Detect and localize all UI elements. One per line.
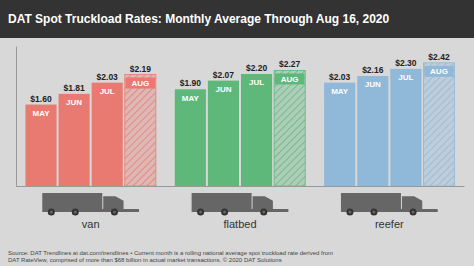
x-tick: reefer (375, 186, 404, 230)
series-name: AUG (430, 67, 448, 76)
title: DAT Spot Truckload Rates: Monthly Averag… (8, 12, 389, 26)
month-label-bg (242, 77, 272, 88)
value-label: $1.81 (63, 83, 85, 93)
value-label: $2.03 (329, 72, 351, 82)
truck-hub (412, 211, 415, 214)
annotation-line: Source: DAT Trendlines at dat.com/trendl… (8, 250, 333, 256)
value-label: $2.16 (362, 65, 384, 75)
truck-hub (372, 211, 375, 214)
truck-wheel (370, 209, 377, 216)
truck-wheel (260, 209, 267, 216)
bar (274, 70, 305, 186)
truck (192, 193, 289, 216)
annotation-line: DAT RateView, comprised of more than $68… (8, 257, 282, 263)
value-label: $2.27 (279, 59, 301, 69)
background (0, 0, 474, 266)
truck-wheel (410, 209, 417, 216)
truck-chassis (192, 209, 289, 212)
truck-hub (348, 211, 351, 214)
series-name: JUL (398, 73, 413, 82)
truck-wheel (48, 209, 55, 216)
series-name: JUL (249, 78, 264, 87)
truck-wheel (111, 209, 118, 216)
truck-trailer (192, 193, 252, 209)
truck-wheel (197, 209, 204, 216)
value-label: $2.03 (97, 72, 119, 82)
labels: $1.60 $1.90 $2.03 $1.81 $2.07 $2.16 $2.03 $2.20… (26, 52, 454, 119)
bar (324, 83, 355, 186)
truck-wheel (72, 209, 79, 216)
truck (341, 193, 438, 216)
series-name: JUL (100, 87, 115, 96)
chart-container: DAT Spot Truckload Rates: Monthly Averag… (0, 0, 474, 266)
bar (175, 89, 206, 186)
title-bar (0, 0, 474, 38)
series-name: AUG (131, 79, 149, 88)
truck-chassis (341, 209, 438, 212)
x-tick-label: flatbed (223, 218, 256, 230)
x-tick: van (82, 186, 100, 230)
bar (423, 63, 454, 186)
chart: DAT Spot Truckload Rates: Monthly Averag… (0, 0, 474, 266)
x-axis-line (17, 186, 465, 187)
value-label: $2.42 (428, 52, 450, 62)
y-axis-line (16, 47, 17, 187)
truck-trailer (341, 193, 401, 209)
value-label: $1.60 (30, 94, 52, 104)
truck-hub (74, 211, 77, 214)
series-name: MAY (32, 109, 50, 118)
month-label-bg (358, 79, 388, 90)
truck-wheel (221, 209, 228, 216)
value-label: $2.07 (213, 70, 235, 80)
truck-hub (199, 211, 202, 214)
month-label-bg (325, 86, 355, 97)
bar (92, 83, 123, 186)
series-name: JUN (215, 85, 231, 94)
series-name: MAY (331, 87, 349, 96)
truck (42, 193, 139, 216)
month-label-bg (176, 92, 206, 103)
bars (25, 63, 454, 186)
truck-wheel (346, 209, 353, 216)
month-label-bg (126, 78, 156, 89)
series-name: JUN (365, 80, 381, 89)
month-label-bg (92, 86, 122, 97)
series-name: JUN (66, 98, 82, 107)
month-label-bg (424, 66, 454, 77)
truck-cab (103, 196, 123, 209)
truck-trailer (42, 193, 102, 209)
value-label: $2.30 (395, 58, 417, 68)
annotation: Source: DAT Trendlines at dat.com/trendl… (8, 250, 333, 263)
truck-hub (262, 211, 265, 214)
x-axis: van flatbed reefer (17, 186, 465, 230)
x-tick: flatbed (223, 186, 256, 230)
series-name: MAY (182, 94, 200, 103)
trucks (42, 193, 437, 216)
bar (59, 94, 90, 186)
truck-chassis (42, 209, 139, 212)
bar (357, 76, 388, 186)
month-label-bg (59, 97, 89, 108)
truck-cab (253, 196, 273, 209)
value-label: $1.90 (180, 78, 202, 88)
bar (390, 69, 421, 186)
bar (125, 75, 156, 186)
value-label: $2.20 (246, 63, 268, 73)
x-tick-label: reefer (375, 218, 404, 230)
value-label: $2.19 (130, 64, 152, 74)
bar (241, 74, 272, 186)
month-label-bg (275, 73, 305, 84)
month-label-bg (209, 84, 239, 95)
truck-hub (223, 211, 226, 214)
truck-hub (50, 211, 53, 214)
truck-hub (113, 211, 116, 214)
bar (25, 105, 56, 186)
truck-cab (402, 196, 422, 209)
series-name: AUG (281, 75, 299, 84)
bar (208, 81, 239, 186)
month-label-bg (26, 108, 56, 119)
y-axis (16, 47, 17, 187)
month-label-bg (391, 72, 421, 83)
x-tick-label: van (82, 218, 100, 230)
